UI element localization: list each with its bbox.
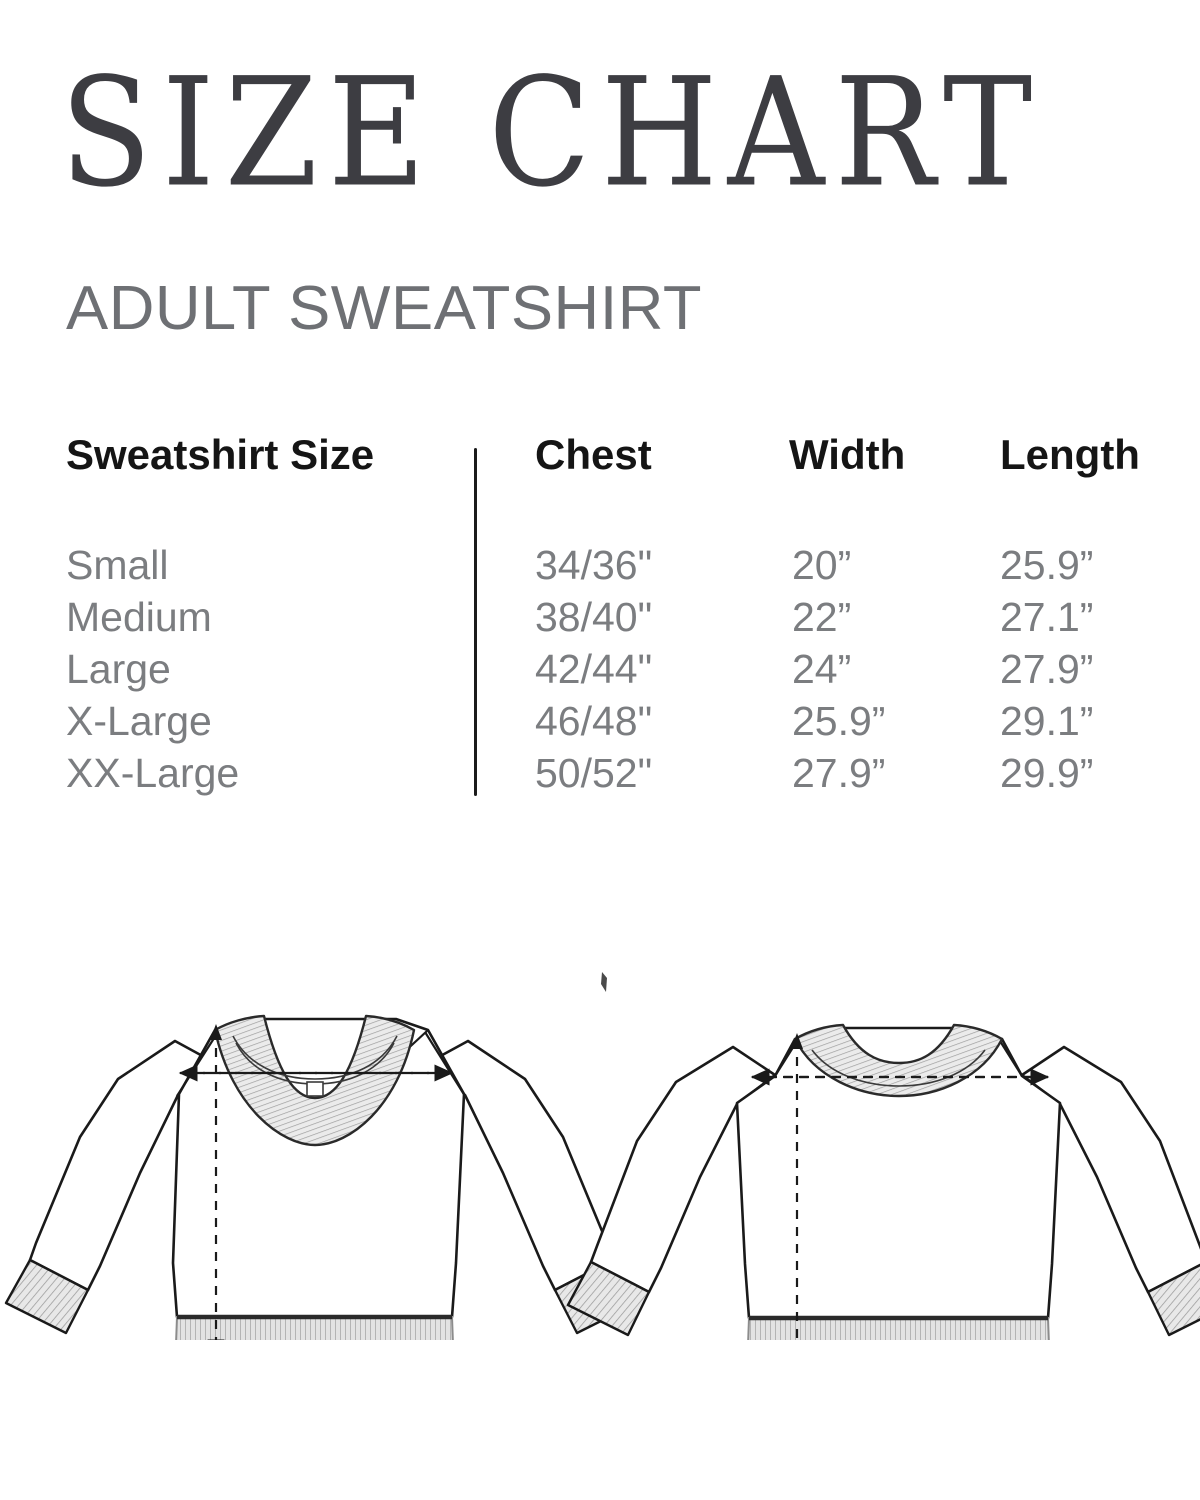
table-row: 42/44" (535, 646, 653, 692)
stray-mark (601, 972, 607, 992)
table-row: 22” (792, 594, 852, 640)
column-header-length: Length (1000, 431, 1140, 478)
sweatshirt-illustrations (0, 860, 1200, 1340)
table-row: Medium (66, 594, 212, 640)
table-row: Large (66, 646, 171, 692)
column-header-width: Width (789, 431, 906, 478)
table-row: 50/52" (535, 750, 653, 796)
table-row: 29.9” (1000, 750, 1094, 796)
front-view-illustration (4, 1014, 639, 1340)
table-row: 25.9” (1000, 542, 1094, 588)
table-row: 27.1” (1000, 594, 1094, 640)
table-column-divider (474, 448, 477, 796)
table-row: 24” (792, 646, 852, 692)
page-title: SIZE CHART (60, 45, 1043, 221)
table-row: 34/36" (535, 542, 653, 588)
page-subtitle: ADULT SWEATSHIRT (66, 274, 702, 343)
table-row: 20” (792, 542, 852, 588)
table-row: 46/48" (535, 698, 653, 744)
table-row: Small (66, 542, 169, 588)
table-row: 27.9” (792, 750, 886, 796)
table-row: 38/40" (535, 594, 653, 640)
table-row: 29.1” (1000, 698, 1094, 744)
table-row: 27.9” (1000, 646, 1094, 692)
table-row: X-Large (66, 698, 212, 744)
table-row: XX-Large (66, 750, 240, 796)
size-chart-table: Sweatshirt Size Chest Width Length Small… (0, 0, 1200, 796)
column-header-chest: Chest (535, 431, 652, 478)
table-row: 25.9” (792, 698, 886, 744)
back-view-illustration (566, 1023, 1200, 1340)
column-header-sweatshirt-size: Sweatshirt Size (66, 431, 375, 478)
